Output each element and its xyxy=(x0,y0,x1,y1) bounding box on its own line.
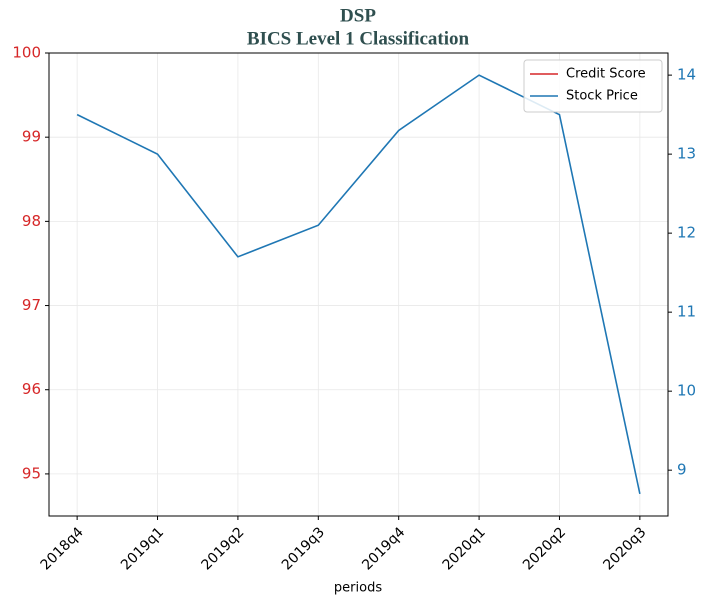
x-tick-label: 2019q1 xyxy=(118,524,167,573)
y-tick-label: 100 xyxy=(12,44,41,62)
x-axis-label: periods xyxy=(334,581,382,596)
y-tick-label: 99 xyxy=(22,128,41,146)
series-line xyxy=(76,74,641,495)
legend-box xyxy=(523,59,663,113)
plot-frame xyxy=(48,52,669,517)
x-tick-label: 2018q4 xyxy=(38,524,87,573)
x-tick-label: 2019q3 xyxy=(279,524,328,573)
y-tick-label: 96 xyxy=(22,380,41,398)
chart-title: DSP xyxy=(340,5,376,26)
x-tick-label: 2020q3 xyxy=(600,524,649,573)
chart-subtitle: BICS Level 1 Classification xyxy=(247,28,470,49)
y2-tick-label: 11 xyxy=(677,303,696,321)
y-tick-label: 95 xyxy=(22,464,41,482)
y2-tick-label: 12 xyxy=(677,224,696,242)
y2-tick-label: 14 xyxy=(677,66,696,84)
y-tick-label: 97 xyxy=(22,296,41,314)
x-tick-label: 2019q4 xyxy=(359,524,408,573)
y-tick-label: 98 xyxy=(22,212,41,230)
y2-tick-label: 9 xyxy=(677,461,687,479)
x-tick-label: 2020q2 xyxy=(520,524,569,573)
x-tick-label: 2020q1 xyxy=(440,524,489,573)
legend: Credit Score Stock Price xyxy=(523,59,663,113)
x-tick-label: 2019q2 xyxy=(198,524,247,573)
legend-label: Credit Score xyxy=(566,67,646,82)
legend-label: Stock Price xyxy=(566,89,638,104)
y2-tick-label: 10 xyxy=(677,382,696,400)
y2-tick-label: 13 xyxy=(677,145,696,163)
